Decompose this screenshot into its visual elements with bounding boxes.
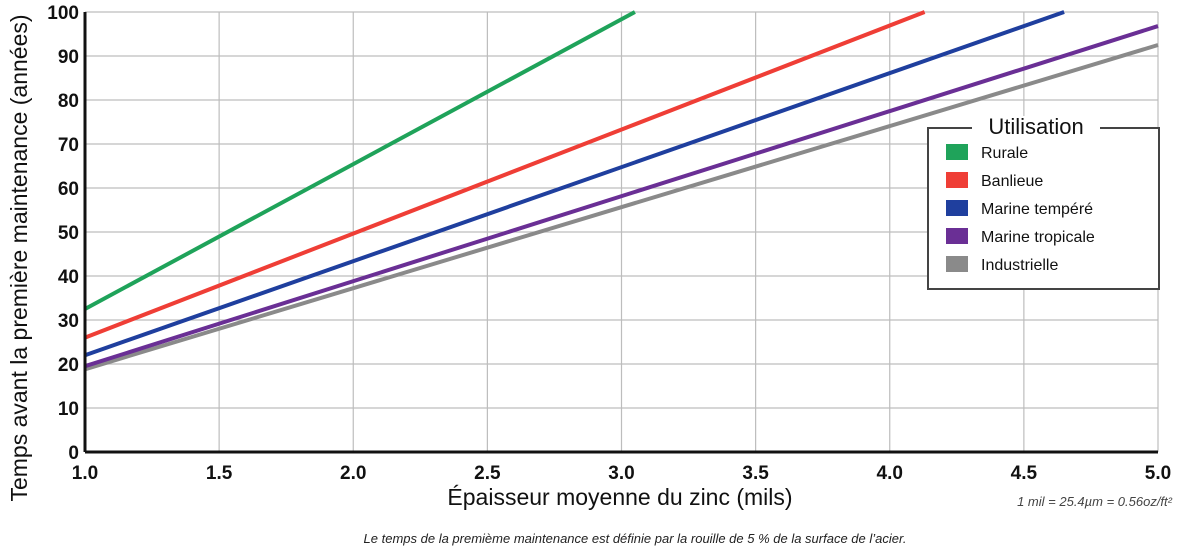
y-tick-label: 0 <box>68 443 79 464</box>
y-tick-label: 60 <box>58 179 79 200</box>
y-tick-label: 40 <box>58 267 79 288</box>
axes <box>83 12 1158 454</box>
legend-title: Utilisation <box>988 114 1083 139</box>
y-tick-label: 90 <box>58 47 79 68</box>
y-axis-label: Temps avant la première maintenance (ann… <box>6 14 32 501</box>
unit-note: 1 mil = 25.4µm = 0.56oz/ft² <box>1017 494 1173 509</box>
legend-swatch <box>946 144 968 160</box>
x-tick-label: 3.0 <box>608 463 634 484</box>
y-tick-label: 70 <box>58 135 79 156</box>
legend-label: Marine tempéré <box>981 201 1093 218</box>
legend-items: Rurale Banlieue Marine tempéré Marine tropi… <box>946 144 1095 274</box>
x-tick-label: 3.5 <box>742 463 769 484</box>
x-tick-label: 2.5 <box>474 463 501 484</box>
x-tick-label: 5.0 <box>1145 463 1171 484</box>
legend-title-background <box>972 116 1100 140</box>
legend-label: Banlieue <box>981 173 1043 190</box>
legend-label: Industrielle <box>981 257 1058 274</box>
x-tick-label: 4.0 <box>877 463 903 484</box>
legend-label: Rurale <box>981 145 1028 162</box>
y-tick-label: 20 <box>58 355 79 376</box>
series-line-banlieue <box>84 10 926 340</box>
x-tick-label: 2.0 <box>340 463 366 484</box>
legend-swatch <box>946 256 968 272</box>
series-line-marine-tropicale <box>84 24 1159 369</box>
y-tick-label: 10 <box>58 399 79 420</box>
y-tick-label: 80 <box>58 91 79 112</box>
y-tick-label: 30 <box>58 311 79 332</box>
footnote: Le temps de la premième maintenance est … <box>364 531 907 546</box>
series-line-marine-tempere <box>84 10 1065 358</box>
x-tick-labels: 1.0 1.5 2.0 2.5 3.0 3.5 4.0 4.5 5.0 <box>72 463 1171 484</box>
y-tick-label: 100 <box>47 3 79 24</box>
legend-label: Marine tropicale <box>981 229 1095 246</box>
x-tick-label: 4.5 <box>1011 463 1038 484</box>
series-line-industrielle <box>84 43 1159 372</box>
series-line-rurale <box>84 10 636 311</box>
legend-swatch <box>946 228 968 244</box>
y-tick-label: 50 <box>58 223 79 244</box>
y-tick-labels: 0 10 20 30 40 50 60 70 80 90 100 <box>47 3 79 464</box>
x-tick-label: 1.0 <box>72 463 98 484</box>
legend-swatch <box>946 172 968 188</box>
x-tick-label: 1.5 <box>206 463 233 484</box>
legend: Utilisation Rurale Banlieue Marine tempéré… <box>927 114 1160 290</box>
x-axis-label: Épaisseur moyenne du zinc (mils) <box>447 484 792 510</box>
legend-swatch <box>946 200 968 216</box>
series-lines <box>84 10 1159 372</box>
